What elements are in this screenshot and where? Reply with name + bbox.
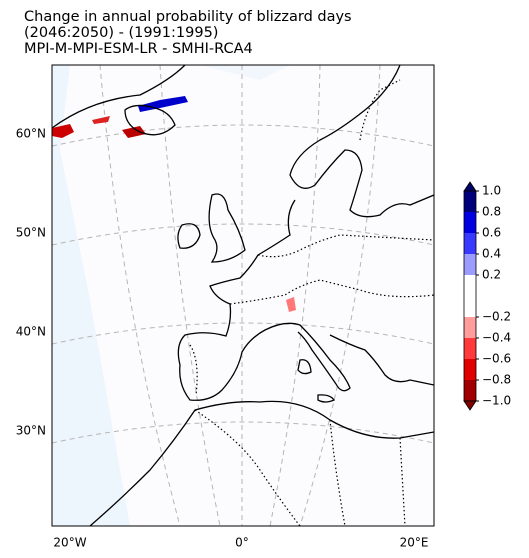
gridlines [52,65,434,526]
colorbar-tick-label: 0.2 [482,268,501,282]
colorbar-segment [464,338,476,359]
colorbar-segment [464,212,476,233]
grid-line [52,421,434,444]
colorbar-tick-label: −0.2 [482,310,511,324]
colorbar-segment [464,275,476,317]
lon-label: 20°W [53,536,86,550]
lat-label: 40°N [16,325,46,339]
colorbar-tick-label: 0.8 [482,205,501,219]
colorbar-segment [464,317,476,338]
colorbar-tick-label: −0.8 [482,373,511,387]
colorbar-extend-under [463,400,477,411]
colorbar-tick-label: 1.0 [482,184,501,198]
colorbar-extend-over [463,181,477,192]
grid-line [52,322,434,345]
lat-label: 50°N [16,226,46,240]
colorbar-segment [464,380,476,401]
coastlines [52,65,434,526]
map-area [52,65,434,526]
title-line: MPI-M-MPI-ESM-LR - SMHI-RCA4 [24,41,253,57]
title-line: (2046:2050) - (1991:1995) [24,25,218,41]
grid-line [52,223,434,246]
colorbar-segment [464,254,476,275]
colorbar-tick-label: −0.4 [482,331,511,345]
borders [189,79,434,526]
lat-label: 60°N [16,127,46,141]
grid-line [99,65,181,526]
colorbar-tick-label: −0.6 [482,352,511,366]
colorbar-tick-label: 0.4 [482,247,501,261]
lat-label: 30°N [16,424,46,438]
colorbar-tick-label: −1.0 [482,394,511,408]
colorbar-segment [464,233,476,254]
lon-label: 20°E [400,536,429,550]
grid-line [52,124,434,147]
field-shade [200,65,290,80]
title-line: Change in annual probability of blizzard… [24,9,352,25]
blizzard-patches [52,96,296,312]
colorbar-tick-label: 0.6 [482,226,501,240]
colorbar-frame [463,190,477,402]
colorbar-segment [464,359,476,380]
lon-label: 0° [235,536,249,550]
field-shade [52,65,130,526]
grid-line [159,65,221,526]
colorbar-segment [464,191,476,212]
grid-line [269,65,321,526]
grid-line [299,65,381,526]
map-frame [51,64,435,527]
